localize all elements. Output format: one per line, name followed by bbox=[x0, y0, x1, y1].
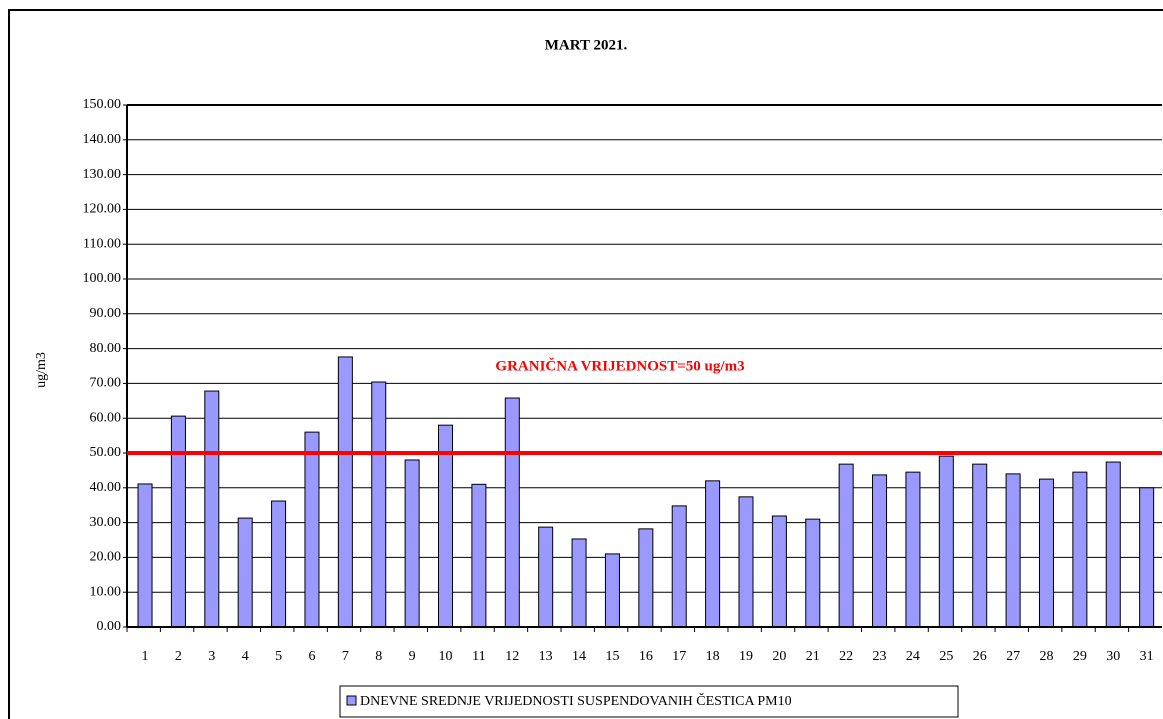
x-tick-label: 31 bbox=[1140, 649, 1154, 664]
y-tick-label: 40.00 bbox=[90, 480, 122, 495]
bar bbox=[304, 431, 320, 628]
bar bbox=[438, 424, 454, 628]
x-tick-label: 1 bbox=[142, 649, 149, 664]
y-tick-label: 30.00 bbox=[90, 515, 122, 530]
bar bbox=[905, 471, 921, 628]
y-tick-label: 100.00 bbox=[83, 271, 122, 286]
y-tick-label: 10.00 bbox=[90, 584, 122, 599]
x-tick-label: 10 bbox=[439, 649, 453, 664]
y-tick-label: 70.00 bbox=[90, 376, 122, 391]
bar bbox=[1038, 478, 1054, 628]
bar bbox=[604, 553, 620, 628]
bar bbox=[237, 517, 253, 628]
bar bbox=[671, 505, 687, 628]
x-tick-label: 19 bbox=[739, 649, 753, 664]
x-tick-label: 29 bbox=[1073, 649, 1087, 664]
y-tick-label: 80.00 bbox=[90, 341, 122, 356]
y-tick-label: 150.00 bbox=[83, 97, 122, 112]
bar bbox=[972, 463, 988, 628]
x-tick-label: 16 bbox=[639, 649, 653, 664]
x-tick-label: 25 bbox=[939, 649, 953, 664]
y-tick-label: 120.00 bbox=[83, 202, 122, 217]
x-tick-label: 27 bbox=[1006, 649, 1020, 664]
y-tick-label: 50.00 bbox=[90, 445, 122, 460]
x-tick-label: 15 bbox=[605, 649, 619, 664]
bar bbox=[204, 390, 220, 628]
bar bbox=[638, 528, 654, 628]
x-tick-label: 3 bbox=[208, 649, 215, 664]
bar bbox=[1139, 487, 1155, 628]
x-tick-label: 30 bbox=[1106, 649, 1120, 664]
bar bbox=[738, 496, 754, 628]
legend-label: DNEVNE SREDNJE VRIJEDNOSTI SUSPENDOVANIH… bbox=[360, 692, 792, 709]
x-tick-label: 6 bbox=[308, 649, 315, 664]
y-tick-label: 140.00 bbox=[83, 132, 122, 147]
bar bbox=[271, 500, 287, 628]
bar bbox=[1105, 461, 1121, 628]
x-tick-label: 7 bbox=[342, 649, 349, 664]
bar bbox=[137, 483, 153, 628]
x-tick-label: 11 bbox=[472, 649, 485, 664]
bar bbox=[838, 463, 854, 628]
bar bbox=[771, 515, 787, 628]
bar bbox=[371, 381, 387, 628]
x-tick-label: 5 bbox=[275, 649, 282, 664]
reference-label: GRANIČNA VRIJEDNOST=50 ug/m3 bbox=[495, 357, 744, 374]
y-tick-label: 0.00 bbox=[97, 619, 122, 634]
x-tick-label: 17 bbox=[672, 649, 686, 664]
bar bbox=[705, 480, 721, 628]
x-tick-label: 2 bbox=[175, 649, 182, 664]
x-tick-label: 18 bbox=[706, 649, 720, 664]
x-tick-label: 12 bbox=[505, 649, 519, 664]
bar bbox=[872, 474, 888, 628]
bar bbox=[504, 397, 520, 628]
x-tick-label: 21 bbox=[806, 649, 820, 664]
legend-box bbox=[339, 685, 959, 718]
bar bbox=[571, 538, 587, 628]
y-tick-label: 110.00 bbox=[83, 236, 121, 251]
bar bbox=[805, 518, 821, 628]
bar bbox=[404, 459, 420, 628]
bar bbox=[938, 455, 954, 628]
bar bbox=[471, 483, 487, 628]
x-tick-label: 22 bbox=[839, 649, 853, 664]
x-tick-label: 28 bbox=[1039, 649, 1053, 664]
x-tick-label: 24 bbox=[906, 649, 920, 664]
bar bbox=[337, 356, 353, 628]
bar bbox=[1005, 473, 1021, 628]
x-tick-label: 9 bbox=[409, 649, 416, 664]
y-tick-label: 90.00 bbox=[90, 306, 122, 321]
x-tick-label: 20 bbox=[772, 649, 786, 664]
y-tick-label: 60.00 bbox=[90, 410, 122, 425]
chart-title: MART 2021. bbox=[545, 37, 628, 53]
x-tick-label: 4 bbox=[242, 649, 249, 664]
x-tick-label: 13 bbox=[539, 649, 553, 664]
x-tick-label: 23 bbox=[873, 649, 887, 664]
y-axis-label: ug/m3 bbox=[34, 352, 49, 388]
bar bbox=[1072, 471, 1088, 628]
x-tick-label: 26 bbox=[973, 649, 987, 664]
y-tick-label: 20.00 bbox=[90, 550, 122, 565]
x-tick-label: 14 bbox=[572, 649, 586, 664]
x-tick-label: 8 bbox=[375, 649, 382, 664]
bar bbox=[538, 526, 554, 628]
legend-swatch bbox=[346, 695, 357, 706]
bar bbox=[170, 415, 186, 628]
y-tick-label: 130.00 bbox=[83, 167, 122, 182]
